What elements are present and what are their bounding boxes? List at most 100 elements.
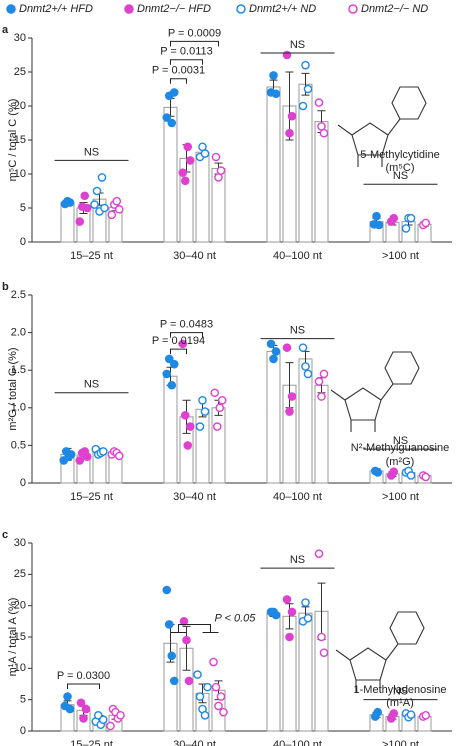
error-bar — [285, 71, 294, 141]
data-point — [75, 217, 85, 226]
y-tick-label: 1.0 — [11, 402, 26, 414]
data-point — [185, 156, 195, 165]
data-point — [282, 595, 292, 604]
significance-label: NS — [84, 146, 99, 158]
bar — [195, 151, 210, 243]
data-point — [317, 632, 326, 642]
molecule-structure — [330, 351, 420, 433]
significance-bracket — [170, 40, 219, 47]
y-tick-label: 20 — [14, 600, 26, 612]
data-point — [217, 395, 227, 405]
data-point — [167, 651, 177, 661]
data-point — [401, 224, 411, 233]
data-point — [215, 403, 225, 413]
y-tick-label: 30 — [14, 32, 26, 44]
data-point — [303, 369, 313, 379]
data-point — [193, 670, 202, 679]
significance-label: P = 0.0113 — [160, 46, 213, 58]
data-point — [287, 607, 297, 617]
bar — [298, 612, 313, 732]
x-tick-label: 40–100 nt — [273, 250, 322, 262]
data-point — [373, 468, 383, 477]
y-tick-label: 0 — [20, 236, 26, 248]
y-tick-label: 1.5 — [11, 364, 26, 376]
data-point — [79, 714, 88, 723]
data-point — [195, 692, 205, 701]
x-tick-label: 15–25 nt — [70, 250, 113, 262]
y-tick-label: 0 — [20, 477, 26, 489]
data-point — [314, 377, 324, 386]
data-point — [212, 422, 222, 431]
legend-marker — [124, 4, 134, 14]
data-point — [167, 118, 177, 128]
significance-label: NS — [290, 554, 305, 566]
data-point — [114, 205, 124, 214]
data-point — [211, 682, 221, 692]
y-axis-title: m²G / total G (%) — [7, 347, 19, 430]
y-tick-label: 20 — [14, 100, 26, 112]
x-tick-label: 30–40 nt — [173, 491, 216, 503]
data-point — [373, 707, 383, 717]
significance-label: P = 0.0031 — [152, 65, 205, 77]
legend-label: Dnmt2+/+ HFD — [19, 3, 93, 15]
data-point — [82, 452, 92, 461]
data-point — [114, 451, 124, 461]
panel-letter: c — [2, 529, 8, 541]
data-point — [183, 142, 193, 152]
significance-label: NS — [393, 170, 408, 182]
data-point — [271, 347, 281, 356]
legend-label: Dnmt2−/− ND — [361, 3, 428, 15]
data-point — [269, 354, 278, 364]
x-tick-label: 30–40 nt — [173, 250, 216, 262]
y-tick-label: 2.5 — [11, 289, 26, 301]
y-tick-label: 0 — [20, 725, 26, 737]
data-point — [198, 395, 207, 405]
bar — [266, 612, 281, 732]
data-point — [301, 60, 310, 70]
y-tick-label: 30 — [14, 537, 26, 549]
data-point — [406, 471, 416, 480]
data-point — [314, 549, 324, 558]
data-point — [63, 692, 72, 701]
data-point — [298, 101, 308, 111]
significance-label: NS — [290, 325, 305, 337]
panel-letter: a — [2, 24, 9, 36]
bar — [314, 121, 329, 243]
data-point — [82, 203, 92, 213]
legend-label: Dnmt2+/+ ND — [249, 3, 316, 15]
y-tick-label: 10 — [14, 168, 26, 180]
molecule-caption: (m¹A) — [386, 697, 414, 709]
data-point — [180, 176, 190, 186]
x-tick-label: 30–40 nt — [173, 739, 216, 746]
data-point — [372, 211, 381, 221]
data-point — [185, 422, 195, 431]
data-point — [162, 113, 172, 122]
data-point — [210, 388, 220, 398]
data-point — [319, 128, 329, 138]
error-bar — [182, 625, 191, 671]
y-tick-label: 25 — [14, 568, 26, 580]
error-bar — [285, 603, 294, 630]
data-point — [112, 196, 122, 206]
significance-bracket — [170, 78, 187, 84]
data-point — [287, 392, 297, 401]
data-point — [100, 203, 109, 213]
y-tick-label: 25 — [14, 66, 26, 78]
data-point — [169, 676, 179, 686]
data-point — [106, 721, 115, 731]
data-point — [164, 620, 174, 629]
significance-label: P = 0.0009 — [168, 27, 221, 39]
data-point — [195, 422, 205, 431]
data-point — [98, 447, 108, 456]
bar — [266, 86, 281, 243]
significance-label: P = 0.0483 — [160, 319, 213, 331]
data-point — [269, 71, 278, 80]
data-point — [374, 220, 384, 230]
data-point — [406, 213, 416, 223]
data-point — [421, 218, 431, 228]
significance-bracket — [170, 59, 203, 65]
data-point — [285, 407, 294, 416]
molecule-caption: N²-Methylguanosine — [351, 442, 449, 454]
data-point — [303, 84, 313, 94]
